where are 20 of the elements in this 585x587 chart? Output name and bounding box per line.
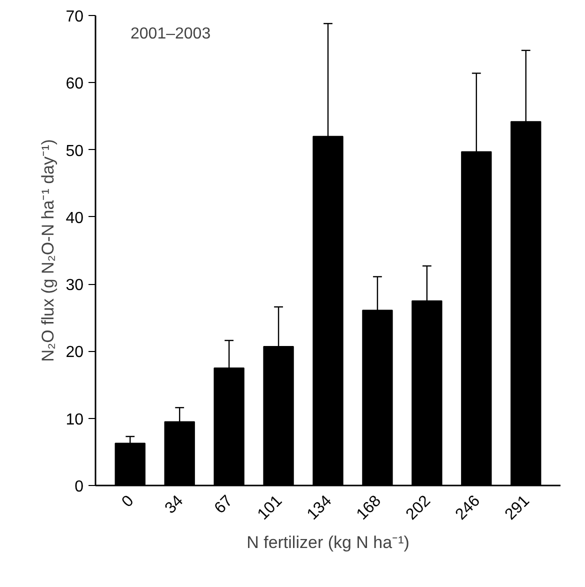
x-tick-label: 246 — [452, 492, 484, 524]
y-tick-label: 10 — [66, 411, 84, 428]
y-tick-label: 0 — [74, 478, 84, 496]
x-tick-label: 101 — [254, 492, 286, 524]
x-tick-label: 0 — [118, 492, 138, 511]
y-tick-label: 60 — [66, 76, 84, 93]
y-tick-label: 40 — [66, 210, 84, 227]
x-axis-title: N fertilizer (kg N ha⁻¹) — [246, 532, 410, 552]
y-tick-label: 70 — [66, 8, 84, 26]
y-tick-label: 20 — [66, 344, 84, 362]
x-tick-label: 202 — [403, 492, 434, 524]
x-tick-label: 168 — [354, 492, 385, 524]
y-axis-title: N₂O flux (g N₂O-N ha⁻¹ day⁻¹) — [38, 139, 58, 362]
y-tick-label: 50 — [66, 142, 84, 160]
annotation: 2001–2003 — [130, 26, 211, 42]
y-tick-label: 30 — [66, 277, 84, 294]
x-tick-label: 134 — [304, 492, 336, 524]
x-tick-label: 291 — [502, 492, 534, 524]
x-tick-label: 67 — [212, 492, 236, 518]
x-tick-label: 34 — [162, 492, 187, 518]
